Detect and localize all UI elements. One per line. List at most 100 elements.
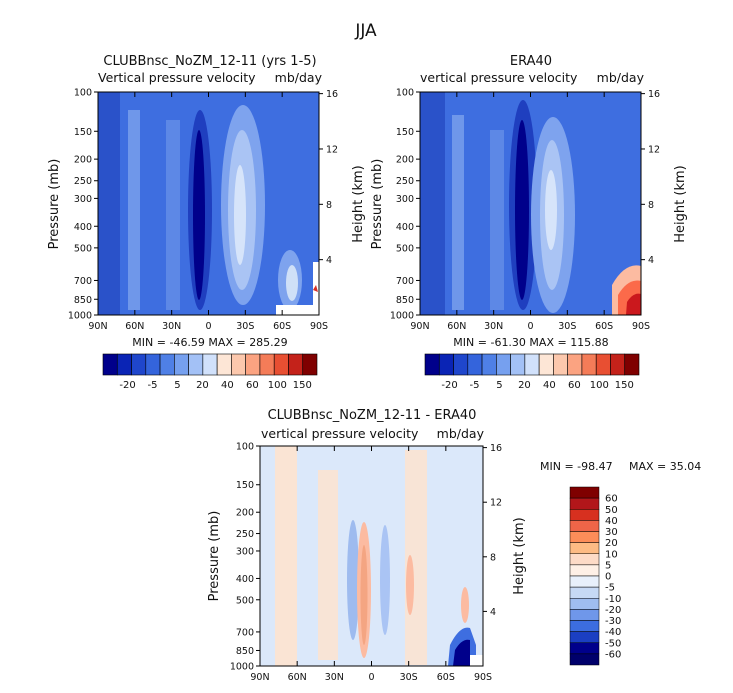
colorbar-swatch — [302, 353, 318, 376]
panel-1-ylabel: Pressure (mb) — [47, 159, 62, 250]
x-tick-label: 30N — [162, 321, 181, 332]
panel-2-subtitle: vertical pressure velocity — [420, 70, 578, 85]
panel-3-field-positive-band — [405, 450, 427, 665]
y-right-tick-label: 8 — [648, 200, 654, 211]
y-tick-label: 700 — [236, 627, 254, 638]
y-tick-label: 300 — [74, 194, 92, 205]
colorbar-label: 40 — [221, 380, 234, 391]
panel-3: CLUBBnsc_NoZM_12-11 - ERA40 vertical pre… — [207, 408, 701, 683]
colorbar-swatch — [288, 353, 304, 376]
y-right-tick-label: 16 — [326, 89, 338, 100]
panel-2-field-positive-core — [626, 293, 641, 315]
colorbar-swatch — [569, 642, 600, 655]
panel-3-ylabel: Pressure (mb) — [207, 511, 222, 602]
x-tick-label: 30S — [400, 672, 418, 683]
colorbar-swatch — [259, 353, 275, 376]
panel-2-stats: MIN = -61.30 MAX = 115.88 — [453, 336, 608, 349]
x-tick-label: 90S — [632, 321, 650, 332]
panel-2-colorbar: -20 -5 5 20 40 60 100 150 — [424, 353, 640, 391]
panel-3-field-negative-band — [380, 525, 390, 635]
colorbar-swatch — [569, 631, 600, 643]
y-tick-label: 300 — [236, 546, 254, 557]
y-tick-label: 500 — [236, 595, 254, 606]
panel-3-field-positive-band — [318, 470, 338, 660]
y-tick-label: 850 — [396, 295, 414, 306]
colorbar-label: -60 — [605, 649, 621, 660]
colorbar-label: 150 — [293, 380, 312, 391]
y-tick-label: 100 — [74, 88, 92, 99]
panel-3-field-negative-core — [453, 639, 470, 666]
x-tick-label: 60S — [273, 321, 291, 332]
colorbar-swatch — [438, 353, 454, 376]
colorbar-swatch — [102, 353, 118, 376]
y-tick-label: 500 — [396, 243, 414, 254]
panel-2: ERA40 vertical pressure velocity mb/day … — [370, 54, 688, 391]
y-tick-label: 850 — [236, 646, 254, 657]
colorbar-swatch — [202, 353, 218, 376]
colorbar-swatch — [524, 353, 540, 376]
colorbar-swatch — [510, 353, 526, 376]
x-tick-label: 60S — [595, 321, 613, 332]
colorbar-swatch — [145, 353, 161, 376]
panel-2-field-subsidence-core — [545, 170, 557, 250]
panel-3-stats-min: MIN = -98.47 — [540, 460, 613, 473]
colorbar-swatch — [569, 609, 600, 621]
x-tick-label: 60N — [288, 672, 307, 683]
panel-3-field-positive-spot — [406, 555, 414, 615]
colorbar-swatch — [553, 353, 568, 376]
y-tick-label: 700 — [396, 276, 414, 287]
panel-2-ylabel: Pressure (mb) — [370, 159, 385, 250]
panel-1-field-south-core — [286, 265, 298, 301]
x-tick-label: 0 — [205, 321, 211, 332]
colorbar-swatch — [569, 497, 600, 510]
panel-2-field-ascent-core — [515, 120, 529, 300]
colorbar-swatch — [595, 353, 611, 376]
y-tick-label: 150 — [236, 480, 254, 491]
colorbar-swatch — [569, 509, 600, 521]
y-right-tick-label: 4 — [490, 607, 496, 618]
panel-3-field-positive-core — [360, 545, 368, 645]
x-tick-label: 90S — [310, 321, 328, 332]
y-tick-label: 250 — [74, 176, 92, 187]
panel-1-field-ascent-core — [193, 130, 205, 300]
panel-1-units: mb/day — [275, 70, 323, 85]
y-tick-label: 250 — [396, 176, 414, 187]
page-title: JJA — [354, 21, 377, 41]
colorbar-swatch — [569, 520, 600, 532]
y-tick-label: 200 — [396, 155, 414, 166]
panel-1-field-band — [128, 110, 140, 310]
panel-2-field-band — [452, 115, 464, 310]
x-tick-label: 90S — [474, 672, 492, 683]
colorbar-label: 5 — [496, 380, 502, 391]
x-tick-label: 90N — [250, 672, 269, 683]
colorbar-label: 30 — [605, 527, 618, 538]
colorbar-label: 40 — [605, 516, 618, 527]
colorbar-label: 10 — [605, 549, 618, 560]
y-right-tick-label: 12 — [326, 144, 338, 155]
y-tick-label: 400 — [396, 222, 414, 233]
colorbar-label: 20 — [518, 380, 531, 391]
y-tick-label: 300 — [396, 194, 414, 205]
colorbar-swatch — [610, 353, 626, 376]
colorbar-swatch — [624, 353, 640, 376]
x-tick-label: 90N — [410, 321, 429, 332]
colorbar-label: -30 — [605, 616, 621, 627]
y-tick-label: 400 — [74, 222, 92, 233]
x-tick-label: 0 — [368, 672, 374, 683]
colorbar-label: 20 — [196, 380, 209, 391]
panel-1-field-positive — [313, 285, 318, 292]
panel-1-field-subsidence-core — [234, 165, 246, 265]
y-tick-label: 850 — [74, 295, 92, 306]
x-tick-label: 90N — [88, 321, 107, 332]
panel-1-field-polar — [98, 92, 120, 315]
panel-3-units: mb/day — [437, 426, 485, 441]
y-tick-label: 400 — [236, 574, 254, 585]
x-tick-label: 60S — [437, 672, 455, 683]
colorbar-swatch — [569, 575, 600, 588]
panel-1-subtitle: Vertical pressure velocity — [98, 70, 256, 85]
colorbar-swatch — [481, 353, 497, 376]
y-right-tick-label: 8 — [490, 552, 496, 563]
y-tick-label: 500 — [74, 243, 92, 254]
